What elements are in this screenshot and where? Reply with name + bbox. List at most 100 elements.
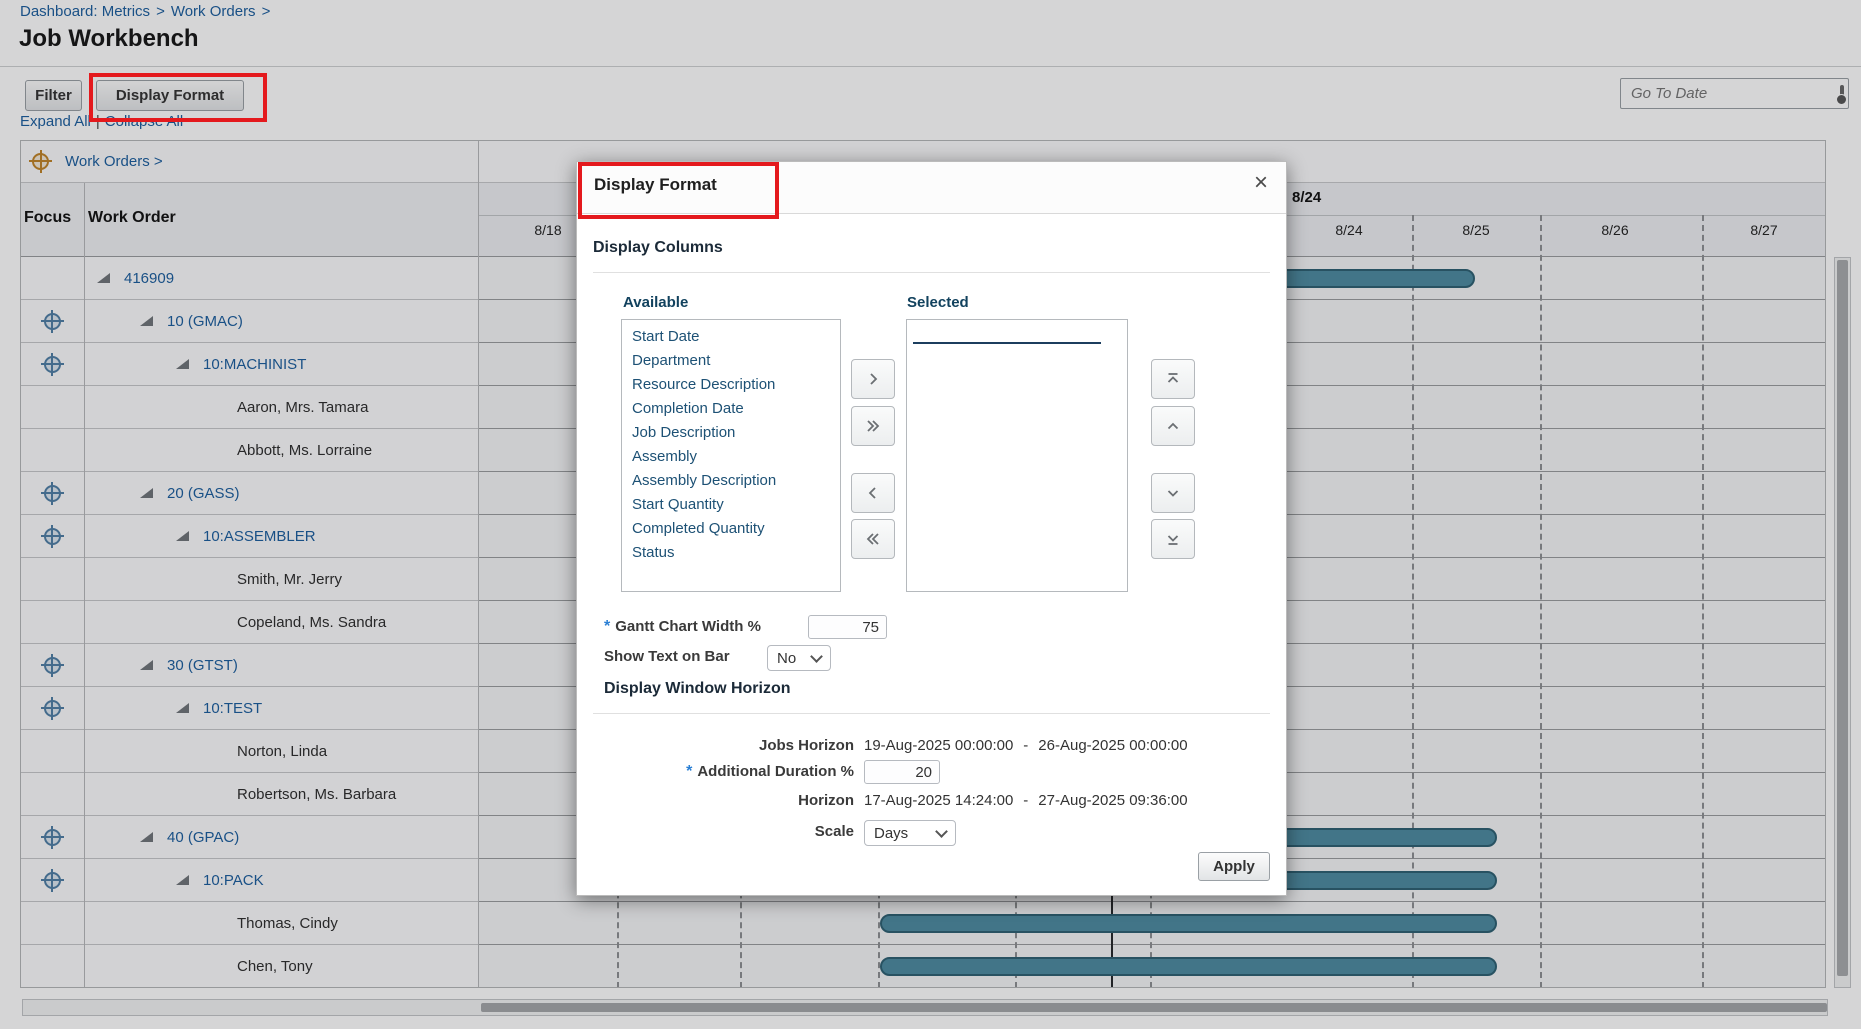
focus-cell [20,386,84,429]
work-order-cell: 10:ASSEMBLER [84,515,478,558]
focus-target-icon[interactable] [40,696,64,720]
expand-collapse-links: Expand All | Collapse All [20,113,183,130]
focus-target-icon[interactable] [40,868,64,892]
selected-list[interactable] [906,319,1128,592]
operation-link[interactable]: 20 (GASS) [167,484,240,502]
operation-link[interactable]: 30 (GTST) [167,656,238,674]
move-up-button[interactable] [1151,406,1195,446]
chevron-up-bar-icon [1167,373,1179,383]
horizontal-scrollbar[interactable] [22,999,1828,1016]
work-order-link[interactable]: 416909 [124,269,175,287]
available-list-item[interactable]: Start Date [632,328,700,345]
column-divider [478,140,479,988]
vertical-scrollbar-thumb[interactable] [1837,260,1848,976]
available-list-item[interactable]: Start Quantity [632,496,724,513]
operation-link[interactable]: 40 (GPAC) [167,828,240,846]
focus-cell [20,515,84,558]
gantt-bar[interactable] [880,957,1497,976]
horizon-value: 17-Aug-2025 14:24:00-27-Aug-2025 09:36:0… [864,792,1188,809]
collapse-triangle-icon[interactable] [140,660,153,670]
table-row: Chen, Tony [20,945,1826,988]
additional-duration-input[interactable] [864,760,940,784]
move-to-top-button[interactable] [1151,359,1195,399]
column-divider [84,183,85,988]
breadcrumb-link-dashboard[interactable]: Dashboard: Metrics [20,3,151,20]
collapse-all-link[interactable]: Collapse All [104,113,184,130]
resource-link[interactable]: 10:PACK [203,871,264,889]
collapse-triangle-icon[interactable] [140,832,153,842]
collapse-triangle-icon[interactable] [176,703,189,713]
move-all-right-button[interactable] [851,406,895,446]
focus-target-icon[interactable] [40,481,64,505]
focus-target-icon[interactable] [40,653,64,677]
collapse-triangle-icon[interactable] [176,359,189,369]
focus-target-icon[interactable] [40,309,64,333]
available-list-item[interactable]: Completed Quantity [632,520,765,537]
focus-cell [20,687,84,730]
apply-button[interactable]: Apply [1198,852,1270,881]
available-list-item[interactable]: Job Description [632,424,736,441]
display-window-horizon-heading: Display Window Horizon [604,680,791,697]
available-list-item[interactable]: Department [632,352,711,369]
move-right-button[interactable] [851,359,895,399]
focus-cell [20,257,84,300]
chevron-left-icon [868,487,876,499]
work-order-cell: Robertson, Ms. Barbara [84,773,478,816]
gantt-gridline [1412,215,1414,988]
resource-instance-name: Smith, Mr. Jerry [237,570,343,588]
close-icon[interactable]: × [1253,169,1268,196]
resource-link[interactable]: 10:ASSEMBLER [203,527,316,545]
focus-target-icon[interactable] [40,524,64,548]
resource-link[interactable]: 10:MACHINIST [203,355,307,373]
move-left-button[interactable] [851,473,895,513]
gantt-bar[interactable] [880,914,1497,933]
available-list-item[interactable]: Resource Description [632,376,776,393]
gantt-minor-date-label: 8/24 [1335,222,1363,238]
gantt-width-input[interactable] [808,615,887,639]
collapse-triangle-icon[interactable] [176,875,189,885]
move-to-bottom-button[interactable] [1151,519,1195,559]
available-list-item[interactable]: Assembly [632,448,698,465]
focus-target-icon[interactable] [40,825,64,849]
filter-button[interactable]: Filter [25,80,82,111]
focus-cell [20,773,84,816]
focus-cell [20,558,84,601]
display-format-button[interactable]: Display Format [96,80,244,111]
scale-select[interactable]: Days [864,820,956,846]
work-order-cell: 416909 [84,257,478,300]
page-title: Job Workbench [19,25,199,52]
breadcrumb-link-work-orders[interactable]: Work Orders [170,3,256,20]
collapse-triangle-icon[interactable] [140,316,153,326]
required-marker: * [686,763,693,780]
show-text-on-bar-select[interactable]: No [767,645,831,671]
work-order-cell: Chen, Tony [84,945,478,988]
resource-link[interactable]: 10:TEST [203,699,263,717]
work-order-cell: 20 (GASS) [84,472,478,515]
focus-cell [20,902,84,945]
available-list-item[interactable]: Completion Date [632,400,744,417]
focus-column-header: Focus [24,209,72,226]
work-order-cell: Norton, Linda [84,730,478,773]
work-orders-root-link[interactable]: Work Orders > [65,152,163,170]
collapse-triangle-icon[interactable] [176,531,189,541]
calendar-icon[interactable] [1836,85,1847,105]
table-row: Thomas, Cindy [20,902,1826,945]
collapse-triangle-icon[interactable] [140,488,153,498]
double-chevron-right-icon [867,420,880,432]
move-down-button[interactable] [1151,473,1195,513]
additional-duration-label: * Additional Duration % [686,763,854,780]
collapse-triangle-icon[interactable] [97,273,110,283]
chevron-down-icon [810,650,823,663]
go-to-date-input[interactable] [1629,84,1834,103]
move-all-left-button[interactable] [851,519,895,559]
available-list-item[interactable]: Assembly Description [632,472,777,489]
horizontal-scrollbar-thumb[interactable] [481,1003,1827,1012]
focus-target-icon[interactable] [40,352,64,376]
focus-root-icon[interactable] [29,149,52,173]
expand-all-link[interactable]: Expand All [20,113,91,130]
jobs-horizon-label: Jobs Horizon [758,737,854,754]
work-order-cell: 30 (GTST) [84,644,478,687]
operation-link[interactable]: 10 (GMAC) [167,312,243,330]
vertical-scrollbar[interactable] [1834,257,1851,988]
available-list-item[interactable]: Status [632,544,675,561]
